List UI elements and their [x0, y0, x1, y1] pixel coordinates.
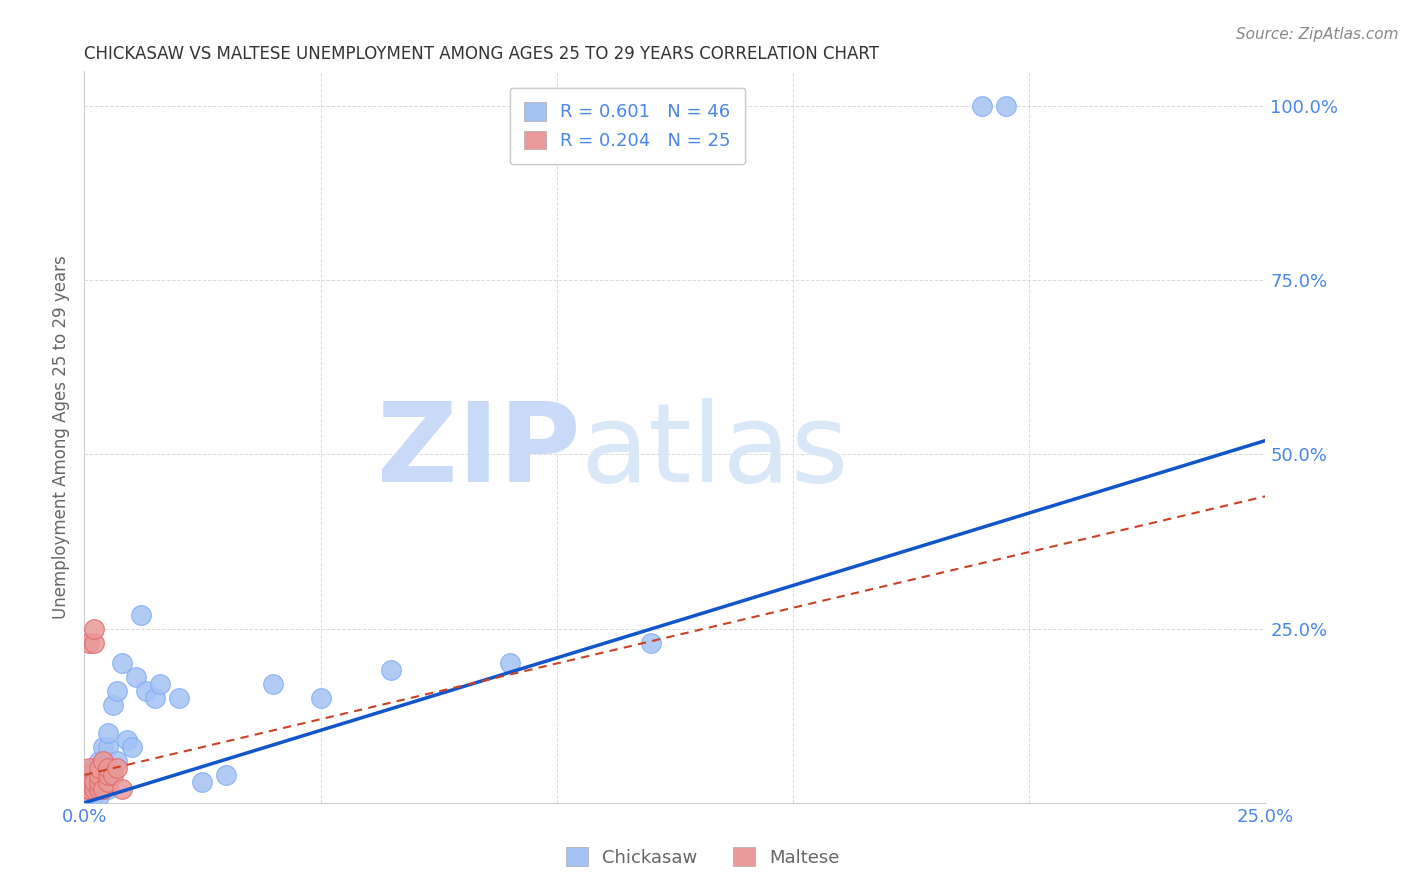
Point [77, 775, 100, 789]
Point [87, 768, 110, 782]
Point [129, 607, 152, 622]
Point [125, 670, 148, 684]
Point [83, 775, 105, 789]
Point [101, 768, 124, 782]
Point [107, 684, 129, 698]
Point [107, 761, 129, 775]
Point [77, 781, 100, 796]
Point [83, 622, 105, 636]
Point [91, 740, 114, 755]
Point [77, 768, 100, 782]
Point [77, 781, 100, 796]
Point [77, 781, 100, 796]
Point [97, 781, 120, 796]
Point [83, 781, 105, 796]
Point [135, 684, 157, 698]
Point [111, 781, 134, 796]
Point [97, 768, 120, 782]
Point [91, 781, 114, 796]
Point [87, 768, 110, 782]
Point [83, 775, 105, 789]
Point [97, 761, 120, 775]
Point [97, 726, 120, 740]
Point [97, 775, 120, 789]
Point [77, 635, 100, 649]
Point [640, 635, 662, 649]
Point [498, 657, 520, 671]
Point [97, 740, 120, 755]
Point [87, 781, 110, 796]
Point [83, 781, 105, 796]
Point [97, 775, 120, 789]
Point [309, 691, 332, 706]
Text: CHICKASAW VS MALTESE UNEMPLOYMENT AMONG AGES 25 TO 29 YEARS CORRELATION CHART: CHICKASAW VS MALTESE UNEMPLOYMENT AMONG … [84, 45, 879, 62]
Point [91, 754, 114, 768]
Point [111, 657, 134, 671]
Point [77, 775, 100, 789]
Point [87, 754, 110, 768]
Point [101, 698, 124, 713]
Point [994, 99, 1017, 113]
Text: ZIP: ZIP [377, 398, 581, 505]
Legend: R = 0.601   N = 46, R = 0.204   N = 25: R = 0.601 N = 46, R = 0.204 N = 25 [510, 87, 745, 164]
Point [87, 775, 110, 789]
Point [87, 761, 110, 775]
Point [87, 775, 110, 789]
Point [77, 768, 100, 782]
Point [149, 677, 172, 691]
Point [107, 754, 129, 768]
Point [97, 768, 120, 782]
Point [167, 691, 190, 706]
Point [143, 691, 166, 706]
Point [87, 761, 110, 775]
Point [215, 768, 238, 782]
Point [77, 761, 100, 775]
Point [91, 781, 114, 796]
Legend: Chickasaw, Maltese: Chickasaw, Maltese [558, 840, 848, 874]
Text: Source: ZipAtlas.com: Source: ZipAtlas.com [1236, 27, 1399, 42]
Point [77, 775, 100, 789]
Point [101, 761, 124, 775]
Point [91, 768, 114, 782]
Point [121, 740, 143, 755]
Point [83, 768, 105, 782]
Point [83, 789, 105, 803]
Point [87, 781, 110, 796]
Point [77, 781, 100, 796]
Point [83, 761, 105, 775]
Point [91, 754, 114, 768]
Point [191, 775, 214, 789]
Point [262, 677, 284, 691]
Text: atlas: atlas [581, 398, 849, 505]
Y-axis label: Unemployment Among Ages 25 to 29 years: Unemployment Among Ages 25 to 29 years [52, 255, 70, 619]
Point [77, 768, 100, 782]
Point [83, 635, 105, 649]
Point [87, 789, 110, 803]
Point [970, 99, 993, 113]
Point [115, 733, 138, 747]
Point [77, 781, 100, 796]
Point [380, 664, 402, 678]
